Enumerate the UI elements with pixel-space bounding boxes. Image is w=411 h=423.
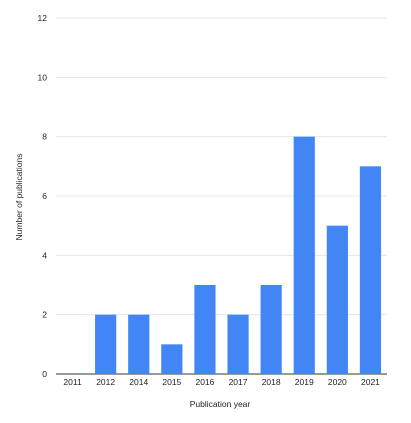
x-tick-label: 2015 xyxy=(162,377,181,387)
y-tick-label: 10 xyxy=(38,72,48,82)
y-tick-label: 12 xyxy=(38,13,48,23)
y-tick-label: 0 xyxy=(42,369,47,379)
x-tick-label: 2016 xyxy=(195,377,214,387)
x-tick-label: 2019 xyxy=(295,377,314,387)
bar-2020 xyxy=(326,225,348,374)
x-tick-label: 2011 xyxy=(63,377,82,387)
y-tick-label: 6 xyxy=(42,191,47,201)
bar-2018 xyxy=(260,285,282,374)
bar-2016 xyxy=(194,285,216,374)
y-tick-label: 4 xyxy=(42,250,47,260)
bar-2014 xyxy=(128,314,150,374)
x-tick-label: 2018 xyxy=(262,377,281,387)
x-tick-label: 2020 xyxy=(328,377,347,387)
bar-2017 xyxy=(227,314,249,374)
bars xyxy=(95,136,382,374)
y-axis-title: Number of publications xyxy=(14,154,24,241)
x-tick-label: 2017 xyxy=(229,377,248,387)
x-tick-label: 2021 xyxy=(361,377,380,387)
x-tick-label: 2014 xyxy=(129,377,148,387)
bar-2021 xyxy=(359,166,382,374)
y-tick-labels: 0 2 4 6 8 10 12 xyxy=(38,13,48,379)
bar-2015 xyxy=(161,344,183,374)
bar-2012 xyxy=(95,314,117,374)
y-tick-label: 8 xyxy=(42,132,47,142)
x-tick-label: 2012 xyxy=(96,377,115,387)
x-axis-title: Publication year xyxy=(190,399,251,409)
bar-2019 xyxy=(293,136,315,374)
y-tick-label: 2 xyxy=(42,310,47,320)
x-tick-labels: 2011 2012 2014 2015 2016 2017 2018 2019 2020 2021 xyxy=(63,377,380,387)
